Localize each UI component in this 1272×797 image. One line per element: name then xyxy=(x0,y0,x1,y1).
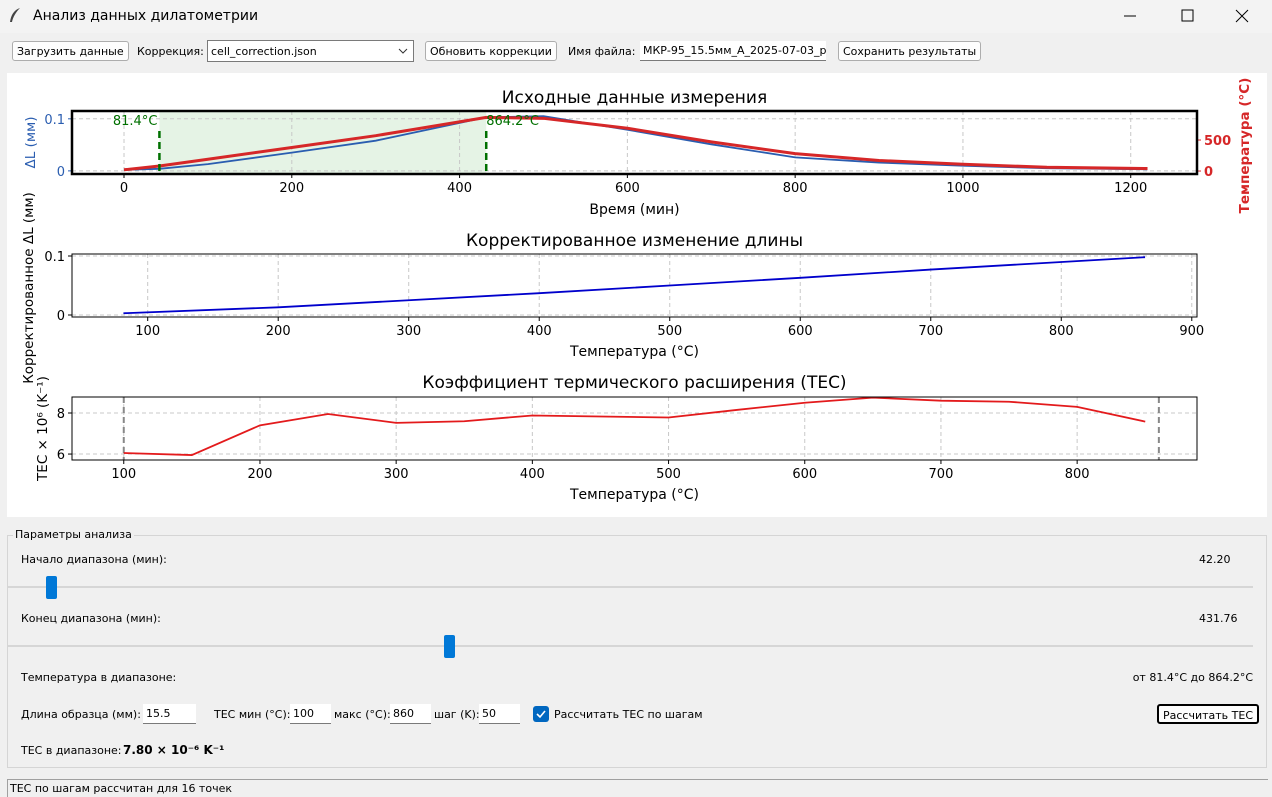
chart-title: Корректированное изменение длины xyxy=(466,231,803,251)
window-controls[interactable] xyxy=(1110,0,1272,33)
tec-label: TEC в диапазоне: xyxy=(21,744,122,757)
calc-button[interactable]: Рассчитать TEC xyxy=(1157,704,1260,724)
x-tick-label: 500 xyxy=(656,467,681,482)
load-button[interactable]: Загрузить данные xyxy=(12,41,129,61)
x-tick-label: 800 xyxy=(783,181,808,196)
correction-value: cell_correction.json xyxy=(211,45,317,58)
start-label: Начало диапазона (мин): xyxy=(21,553,167,566)
y2-tick-label: 500 xyxy=(1204,134,1231,149)
data-line xyxy=(123,256,1146,315)
x-tick-label: 600 xyxy=(615,181,640,196)
start-slider-track[interactable] xyxy=(8,586,1253,588)
x-tick-label: 1000 xyxy=(946,181,979,196)
slider-thumb[interactable] xyxy=(46,576,58,599)
x-tick-label: 600 xyxy=(788,324,813,339)
chart-title: Коэффициент термического расширения (TEC… xyxy=(422,373,846,393)
y-tick-label: 0.1 xyxy=(44,113,65,128)
length-label: Длина образца (мм): xyxy=(21,708,141,721)
start-value: 42.20 xyxy=(1199,553,1231,566)
step-input[interactable]: 50 xyxy=(479,704,520,724)
x-tick-label: 100 xyxy=(111,467,136,482)
y-tick-label: 6 xyxy=(57,448,65,463)
combo-arrow xyxy=(398,48,408,54)
file-input[interactable]: МКР-95_15.5мм_А_2025-07-03_ре xyxy=(640,41,826,61)
x-tick-label: 400 xyxy=(520,467,545,482)
x-tick-label: 700 xyxy=(929,467,954,482)
x-tick-label: 300 xyxy=(396,324,421,339)
step-checkbox[interactable] xyxy=(533,706,549,722)
tec-min-input[interactable]: 100 xyxy=(290,704,331,724)
y-tick-label: 0 xyxy=(57,309,65,324)
save-button[interactable]: Сохранить результаты xyxy=(838,41,982,61)
tec-value: 7.80 × 10⁻⁶ K⁻¹ xyxy=(123,743,225,757)
plot-frame xyxy=(70,109,1199,176)
correction-combo[interactable]: cell_correction.json xyxy=(207,40,414,62)
y-axis-label: Корректированное ΔL (мм) xyxy=(21,192,37,384)
app-icon xyxy=(10,8,20,22)
x-axis-label: Температура (°C) xyxy=(569,344,699,360)
y2-axis-label: Температура (°C) xyxy=(1237,78,1253,214)
file-label: Имя файла: xyxy=(568,45,636,58)
plot-frame xyxy=(71,396,1198,461)
x-tick-label: 0 xyxy=(120,181,128,196)
range-label: 864.2°C xyxy=(486,114,539,129)
y-tick-label: 0 xyxy=(57,165,65,180)
range-label: 81.4°C xyxy=(113,114,158,129)
plot-background xyxy=(7,73,1267,517)
params-title: Параметры анализа xyxy=(13,528,134,541)
length-input[interactable]: 15.5 xyxy=(143,704,196,724)
temp-label: Температура в диапазоне: xyxy=(21,671,177,684)
x-axis-label: Время (мин) xyxy=(589,202,679,218)
x-tick-label: 300 xyxy=(384,467,409,482)
x-tick-label: 800 xyxy=(1065,467,1090,482)
tec-min-label: TEC мин (°C): xyxy=(214,708,291,721)
tec-max-label: макс (°C): xyxy=(334,708,391,721)
x-tick-label: 200 xyxy=(279,181,304,196)
x-tick-label: 400 xyxy=(447,181,472,196)
x-tick-label: 700 xyxy=(918,324,943,339)
x-tick-label: 500 xyxy=(657,324,682,339)
slider-thumb[interactable] xyxy=(443,635,455,658)
temp-value: от 81.4°C до 864.2°C xyxy=(1132,671,1253,684)
data-line xyxy=(123,396,1146,456)
refresh-button[interactable]: Обновить коррекции xyxy=(425,41,557,61)
y-tick-label: 8 xyxy=(57,407,65,422)
x-axis-label: Температура (°C) xyxy=(569,487,699,503)
x-tick-label: 200 xyxy=(266,324,291,339)
y-axis-label: ΔL (мм) xyxy=(23,117,39,169)
plot-frame xyxy=(71,253,1198,318)
x-tick-label: 900 xyxy=(1179,324,1204,339)
y-axis-label: TEC × 10⁶ (K⁻¹) xyxy=(35,376,51,482)
x-tick-label: 800 xyxy=(1049,324,1074,339)
step-label: шаг (K): xyxy=(434,708,480,721)
data-line xyxy=(123,115,1148,172)
x-tick-label: 200 xyxy=(248,467,273,482)
window-title: Анализ данных дилатометрии xyxy=(33,8,259,24)
correction-label: Коррекция: xyxy=(137,45,204,58)
end-slider-track[interactable] xyxy=(8,645,1253,647)
x-tick-label: 600 xyxy=(792,467,817,482)
end-value: 431.76 xyxy=(1199,612,1238,625)
chart-title: Исходные данные измерения xyxy=(502,88,767,108)
end-label: Конец диапазона (мин): xyxy=(21,612,161,625)
params-group xyxy=(7,535,1267,768)
x-tick-label: 1200 xyxy=(1114,181,1147,196)
tec-max-input[interactable]: 860 xyxy=(390,704,431,724)
title-bar: Анализ данных дилатометрии xyxy=(0,0,1272,33)
x-tick-label: 400 xyxy=(527,324,552,339)
y-tick-label: 0.1 xyxy=(44,250,65,265)
y2-tick-label: 0 xyxy=(1204,165,1213,180)
status-bar: TEC по шагам рассчитан для 16 точек xyxy=(7,779,1268,797)
step-checkbox-label: Рассчитать TEC по шагам xyxy=(554,708,703,721)
x-tick-label: 100 xyxy=(135,324,160,339)
